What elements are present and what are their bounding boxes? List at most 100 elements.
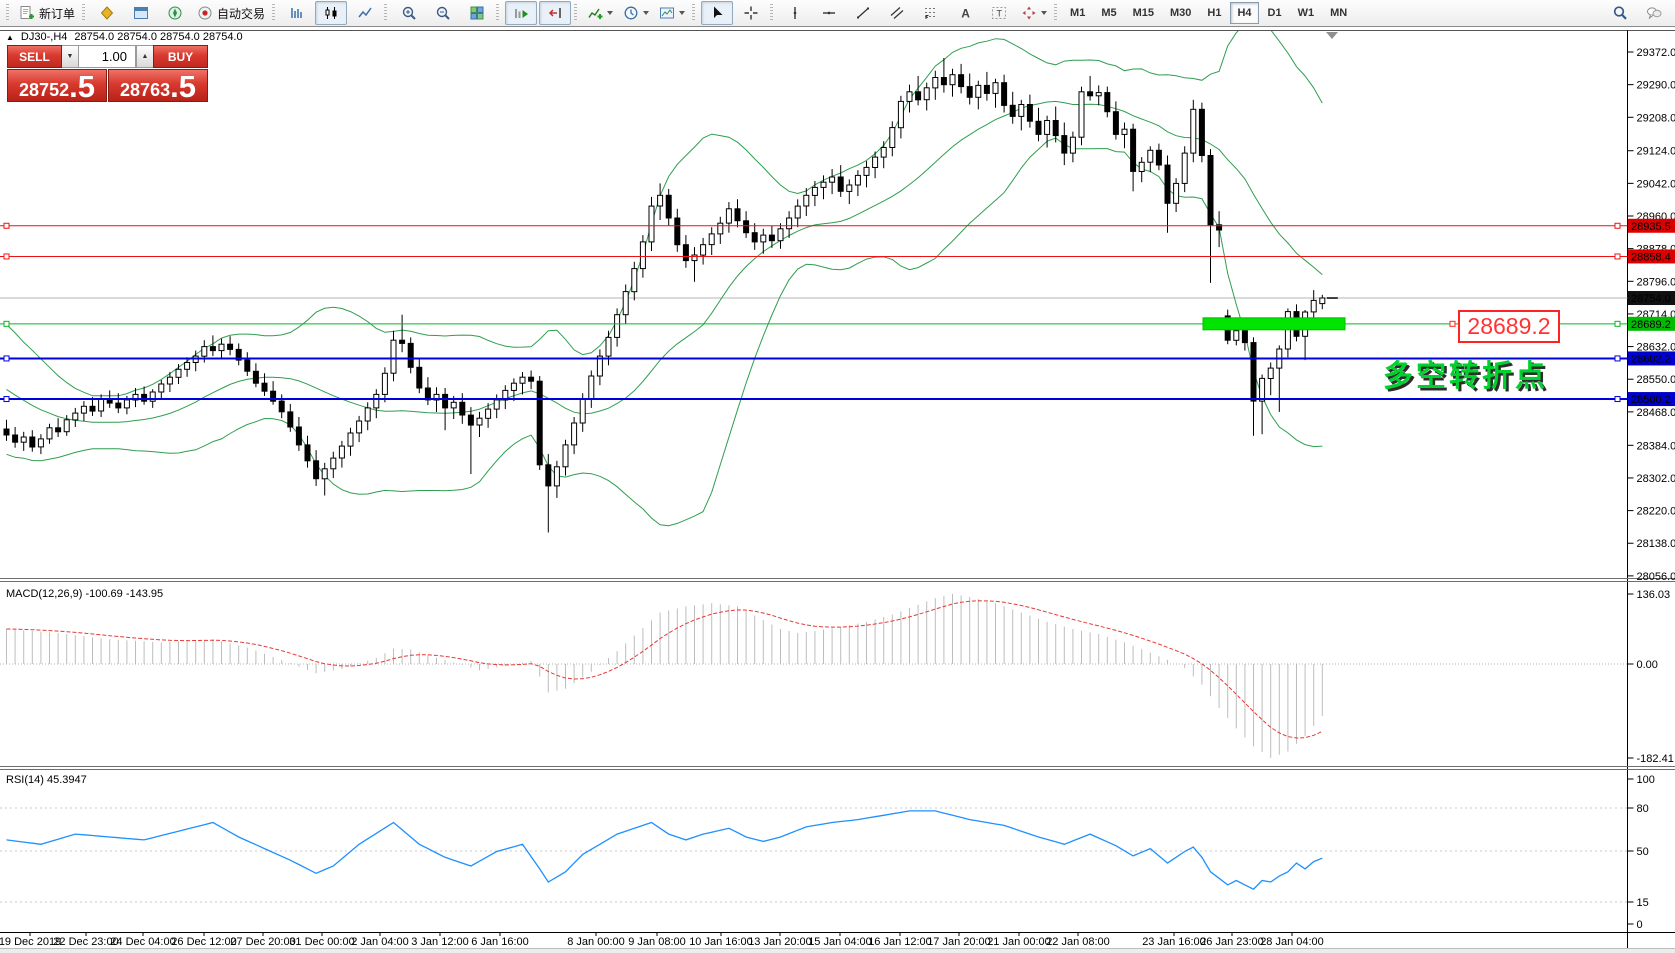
time-tick-label: 26 Jan 23:00 xyxy=(1200,936,1264,948)
auto-trading-button[interactable]: 自动交易 xyxy=(193,1,269,25)
auto-scroll-button[interactable] xyxy=(505,1,538,25)
time-tick-label: 15 Jan 04:00 xyxy=(808,936,872,948)
templates-button[interactable] xyxy=(655,1,689,25)
toolbar-grip xyxy=(574,4,578,22)
timeframe-mn-button[interactable]: MN xyxy=(1330,7,1348,19)
rsi-tick-label: 0 xyxy=(1637,919,1643,931)
chevron-down-icon[interactable] xyxy=(1041,11,1048,15)
time-tick-label: 22 Jan 08:00 xyxy=(1046,936,1110,948)
volume-input[interactable]: 1.00 xyxy=(79,45,136,68)
line-handle[interactable] xyxy=(1614,355,1621,362)
indicators-button[interactable] xyxy=(583,1,617,25)
line-handle[interactable] xyxy=(3,320,10,327)
chevron-down-icon[interactable] xyxy=(607,11,614,15)
line-handle[interactable] xyxy=(3,355,10,362)
timeframe-m1-button[interactable]: M1 xyxy=(1070,7,1086,19)
time-tick-label: 16 Jan 12:00 xyxy=(868,936,932,948)
cursor-icon xyxy=(709,5,725,21)
timeframe-h1-button[interactable]: H1 xyxy=(1207,7,1222,19)
periods-button[interactable] xyxy=(619,1,653,25)
collapse-panel-icon[interactable]: ▲ xyxy=(6,32,14,42)
line-handle[interactable] xyxy=(3,222,10,229)
tile-windows-button[interactable] xyxy=(461,1,493,25)
search-button[interactable] xyxy=(1604,1,1636,25)
vertical-line-button[interactable] xyxy=(779,1,811,25)
candle-body xyxy=(691,254,698,262)
volume-down-button[interactable]: ▼ xyxy=(62,45,79,68)
chart-shift-button[interactable] xyxy=(539,1,572,25)
sell-button[interactable]: SELL xyxy=(7,45,62,68)
timeframe-m30-button[interactable]: M30 xyxy=(1170,7,1192,19)
price-level-label-text: 28935.5 xyxy=(1631,221,1671,233)
time-tick-label: 22 Dec 23:00 xyxy=(53,936,118,948)
candle-body xyxy=(1181,152,1188,184)
highlight-rectangle[interactable] xyxy=(1202,317,1346,331)
line-chart-mode-button[interactable] xyxy=(349,1,381,25)
timeframe-d1-button[interactable]: D1 xyxy=(1267,7,1282,19)
line-handle[interactable] xyxy=(1614,222,1621,229)
price-tick-label: 28796.0 xyxy=(1637,276,1675,288)
price-tick-label: 28468.0 xyxy=(1637,407,1675,419)
time-tick-label: 8 Jan 00:00 xyxy=(567,936,625,948)
time-tick-label: 28 Jan 04:00 xyxy=(1260,936,1324,948)
candle-body xyxy=(407,342,414,368)
buy-button[interactable]: BUY xyxy=(153,45,208,68)
line-handle[interactable] xyxy=(1614,320,1621,327)
price-axis[interactable]: 29372.029290.029208.029124.029042.028960… xyxy=(1627,47,1675,931)
candle-body xyxy=(966,86,973,98)
candle-body xyxy=(295,426,302,446)
candle-body xyxy=(915,91,922,101)
navigator-button[interactable] xyxy=(159,1,191,25)
candle-body xyxy=(854,174,861,186)
line-handle[interactable] xyxy=(1614,396,1621,403)
annotation-handle[interactable] xyxy=(1449,320,1456,327)
candle-body xyxy=(89,405,96,412)
price-level-label-text: 28858.4 xyxy=(1631,251,1671,263)
volume-up-button[interactable]: ▲ xyxy=(136,45,153,68)
candle-body xyxy=(949,74,956,86)
arrows-button[interactable] xyxy=(1017,1,1051,25)
market-watch-button[interactable] xyxy=(125,1,157,25)
line-handle[interactable] xyxy=(3,253,10,260)
line-handle[interactable] xyxy=(3,396,10,403)
candle-chart-mode-button[interactable] xyxy=(315,1,348,25)
candle-body xyxy=(46,427,53,440)
sell-price[interactable]: 28752 .5 xyxy=(7,69,107,102)
chevron-down-icon[interactable] xyxy=(679,11,686,15)
crosshair-button[interactable] xyxy=(735,1,767,25)
timeframe-m15-button[interactable]: M15 xyxy=(1132,7,1154,19)
buy-price[interactable]: 28763 .5 xyxy=(108,69,208,102)
candle-body xyxy=(1138,161,1145,173)
timeframe-m5-button[interactable]: M5 xyxy=(1101,7,1117,19)
line-handle[interactable] xyxy=(1614,253,1621,260)
horizontal-line-button[interactable] xyxy=(813,1,845,25)
trendline-button[interactable] xyxy=(847,1,879,25)
chevron-down-icon[interactable] xyxy=(643,11,650,15)
zoom-in-button[interactable] xyxy=(393,1,425,25)
chat-button[interactable] xyxy=(1638,1,1670,25)
candle-body xyxy=(80,405,87,414)
fibonacci-button[interactable] xyxy=(915,1,947,25)
new-order-button[interactable]: 新订单 xyxy=(15,1,79,25)
indicators-icon xyxy=(587,5,603,21)
text-label-button[interactable]: T xyxy=(983,1,1015,25)
arrows-icon xyxy=(1021,5,1037,21)
timeframe-w1-button[interactable]: W1 xyxy=(1297,7,1315,19)
cn-annotation-text[interactable]: 多空转折点 xyxy=(1383,360,1548,393)
timeframe-h4-button[interactable]: H4 xyxy=(1230,2,1259,24)
text-button[interactable]: A xyxy=(949,1,981,25)
cursor-button[interactable] xyxy=(701,1,734,25)
time-tick-label: 26 Dec 12:00 xyxy=(171,936,236,948)
current-price-label xyxy=(1628,291,1675,306)
bar-chart-mode-button[interactable] xyxy=(281,1,313,25)
candle-body xyxy=(528,376,535,382)
equidistant-channel-button[interactable] xyxy=(881,1,913,25)
candle-body xyxy=(252,370,259,384)
charts-profile-button[interactable] xyxy=(91,1,123,25)
zoom-out-button[interactable] xyxy=(427,1,459,25)
price-annotation-box[interactable] xyxy=(1458,310,1560,343)
candle-body xyxy=(1104,92,1111,113)
candle-body xyxy=(321,468,328,480)
